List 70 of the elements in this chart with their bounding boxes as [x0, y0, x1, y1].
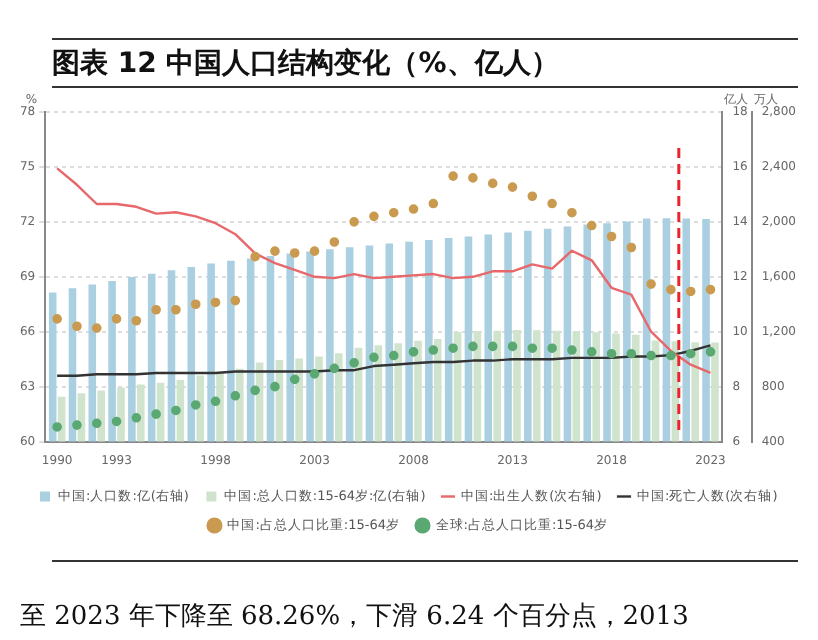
point: [388, 207, 399, 218]
point: [309, 369, 320, 379]
point: [289, 374, 300, 385]
point: [448, 343, 458, 354]
point: [369, 211, 379, 222]
point: [507, 341, 518, 352]
point: [270, 381, 280, 392]
point: [685, 348, 696, 359]
point: [468, 341, 478, 352]
point: [91, 418, 102, 429]
point: [567, 207, 577, 218]
point: [111, 314, 122, 324]
point: [388, 350, 399, 361]
point: [190, 299, 201, 310]
point: [171, 304, 181, 315]
point: [52, 314, 62, 324]
point: [626, 348, 637, 359]
point: [270, 246, 280, 256]
point: [210, 297, 221, 308]
point: [250, 251, 260, 262]
point: [567, 345, 577, 355]
point: [151, 409, 161, 419]
point: [52, 422, 62, 432]
point: [705, 284, 716, 295]
point: [606, 348, 617, 359]
point: [289, 248, 300, 258]
point: [586, 220, 597, 231]
point: [646, 350, 656, 361]
point: [666, 350, 676, 361]
point: [250, 385, 260, 396]
point: [527, 191, 538, 202]
point: [487, 178, 498, 189]
point: [230, 391, 241, 401]
point: [468, 173, 478, 183]
point: [210, 396, 221, 407]
point: [408, 347, 419, 357]
point: [626, 242, 637, 253]
point: [705, 347, 716, 357]
point: [685, 286, 696, 297]
point: [369, 352, 379, 363]
point: [586, 347, 597, 357]
point: [91, 323, 102, 333]
point: [349, 358, 359, 368]
point: [171, 405, 181, 416]
point: [646, 279, 656, 289]
point: [408, 204, 419, 214]
point: [527, 343, 538, 354]
point: [448, 171, 458, 181]
point: [309, 246, 320, 256]
text: 至 2023 年下降至 68.26%，下滑 6.24 个百分点，2013: [20, 600, 691, 634]
point: [329, 363, 340, 374]
point: [151, 304, 161, 315]
point: [507, 182, 518, 192]
point: [72, 420, 82, 430]
point: [111, 416, 122, 427]
point: [606, 231, 617, 242]
point: [547, 343, 557, 354]
point: [329, 237, 340, 247]
point: [547, 198, 557, 209]
point: [190, 400, 201, 410]
point: [72, 321, 82, 332]
chart-title: 图表 12 中国人口结构变化（%、亿人）: [52, 38, 798, 88]
point: [487, 341, 498, 352]
point: [131, 315, 142, 326]
point: [428, 198, 439, 209]
point: [349, 217, 359, 227]
point: [428, 345, 439, 355]
point: [666, 284, 676, 295]
point: [131, 413, 142, 423]
point: [230, 295, 241, 306]
